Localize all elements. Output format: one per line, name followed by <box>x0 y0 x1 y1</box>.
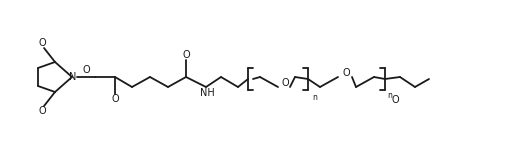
Text: O: O <box>281 78 289 88</box>
Text: O: O <box>82 65 90 75</box>
Text: O: O <box>342 68 350 78</box>
Text: O: O <box>391 95 399 105</box>
Text: O: O <box>111 94 119 104</box>
Text: O: O <box>38 106 46 116</box>
Text: n: n <box>312 93 317 102</box>
Text: NH: NH <box>200 88 215 98</box>
Text: O: O <box>182 50 190 60</box>
Text: N: N <box>69 72 77 82</box>
Text: O: O <box>38 38 46 48</box>
Text: n: n <box>387 91 392 100</box>
